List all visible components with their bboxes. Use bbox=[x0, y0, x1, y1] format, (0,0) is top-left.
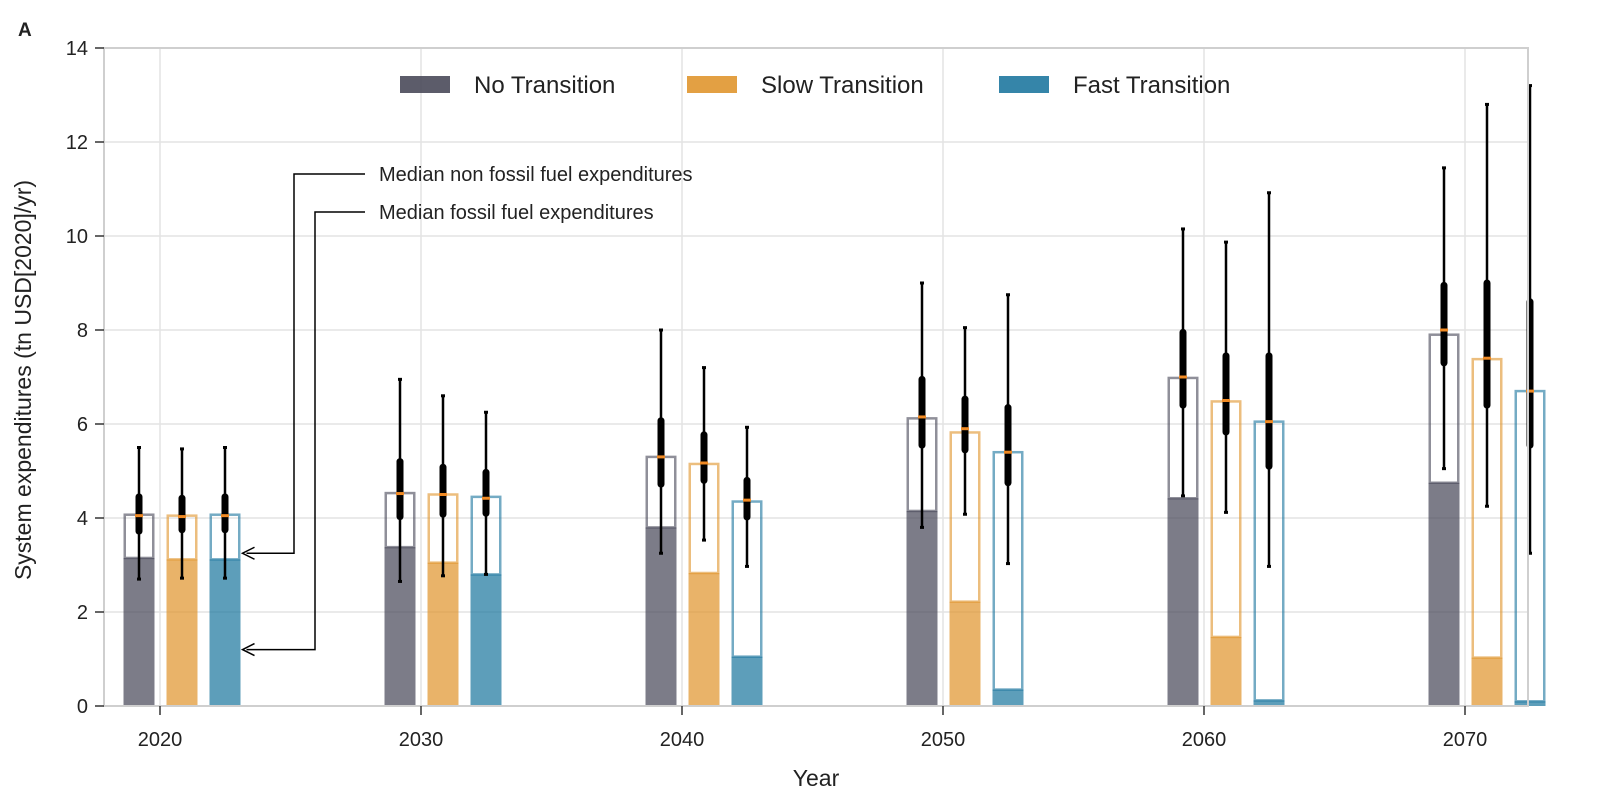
fossil-bar-no-transition bbox=[645, 527, 677, 706]
x-tick-label: 2060 bbox=[1182, 729, 1227, 751]
fossil-bar-fast-transition bbox=[731, 656, 763, 706]
y-tick-label: 2 bbox=[77, 602, 88, 624]
x-tick-label: 2040 bbox=[660, 729, 705, 751]
fossil-bar-slow-transition bbox=[1210, 636, 1242, 706]
plot-frame bbox=[103, 47, 1529, 707]
annotation-label: Median fossil fuel expenditures bbox=[379, 202, 654, 224]
x-tick-label: 2020 bbox=[138, 729, 183, 751]
annotation-label: Median non fossil fuel expenditures bbox=[379, 164, 693, 186]
fossil-bar-no-transition bbox=[123, 557, 155, 706]
y-tick-label: 0 bbox=[77, 696, 88, 718]
legend-label-slow-transition: Slow Transition bbox=[761, 72, 924, 99]
y-tick-label: 14 bbox=[66, 38, 88, 60]
plot-background bbox=[104, 48, 1528, 706]
legend-label-fast-transition: Fast Transition bbox=[1073, 72, 1230, 99]
annotations: Median non fossil fuel expenditures Media… bbox=[240, 164, 693, 657]
fossil-bar-fast-transition bbox=[992, 689, 1024, 706]
legend-swatch-no-transition bbox=[400, 76, 450, 93]
y-tick-label: 12 bbox=[66, 132, 88, 154]
annotation-connector bbox=[246, 211, 365, 651]
y-tick-label: 10 bbox=[66, 226, 88, 248]
x-axis-title: Year bbox=[793, 765, 840, 791]
y-tick-label: 8 bbox=[77, 320, 88, 342]
legend-swatch-fast-transition bbox=[999, 76, 1049, 93]
x-tick-label: 2050 bbox=[921, 729, 966, 751]
y-tick-label: 6 bbox=[77, 414, 88, 436]
x-tick-label: 2070 bbox=[1443, 729, 1488, 751]
fossil-bar-fast-transition bbox=[470, 574, 502, 706]
bars bbox=[123, 333, 1546, 706]
fossil-bar-slow-transition bbox=[427, 562, 459, 706]
fossil-bar-slow-transition bbox=[949, 601, 981, 706]
annotation-arrowhead bbox=[240, 546, 255, 560]
axes: 0 2 4 6 8 10 12 14 2020 2030 2040 2050 2060 2070 bbox=[66, 38, 1488, 751]
fossil-bar-fast-transition bbox=[209, 559, 241, 706]
panel-label: A bbox=[18, 20, 32, 41]
y-axis-title: System expenditures (tn USD[2020]/yr) bbox=[10, 180, 36, 580]
gridlines bbox=[104, 47, 1528, 707]
x-tick-label: 2030 bbox=[399, 729, 444, 751]
y-tick-label: 4 bbox=[77, 508, 88, 530]
fossil-bar-no-transition bbox=[1428, 482, 1460, 706]
legend-label-no-transition: No Transition bbox=[474, 72, 615, 99]
fossil-bar-slow-transition bbox=[688, 572, 720, 706]
fossil-bar-fast-transition bbox=[1514, 701, 1546, 706]
fossil-bar-no-transition bbox=[1167, 498, 1199, 706]
legend: No Transition Slow Transition Fast Transit… bbox=[400, 72, 1230, 99]
annotation-arrowhead bbox=[240, 642, 255, 657]
fossil-bar-fast-transition bbox=[1253, 700, 1285, 706]
legend-swatch-slow-transition bbox=[687, 76, 737, 93]
fossil-bar-slow-transition bbox=[166, 559, 198, 706]
error-bars bbox=[135, 84, 1534, 583]
fossil-bar-slow-transition bbox=[1471, 657, 1503, 706]
annotation-connector bbox=[246, 173, 365, 554]
fossil-bar-no-transition bbox=[906, 510, 938, 706]
